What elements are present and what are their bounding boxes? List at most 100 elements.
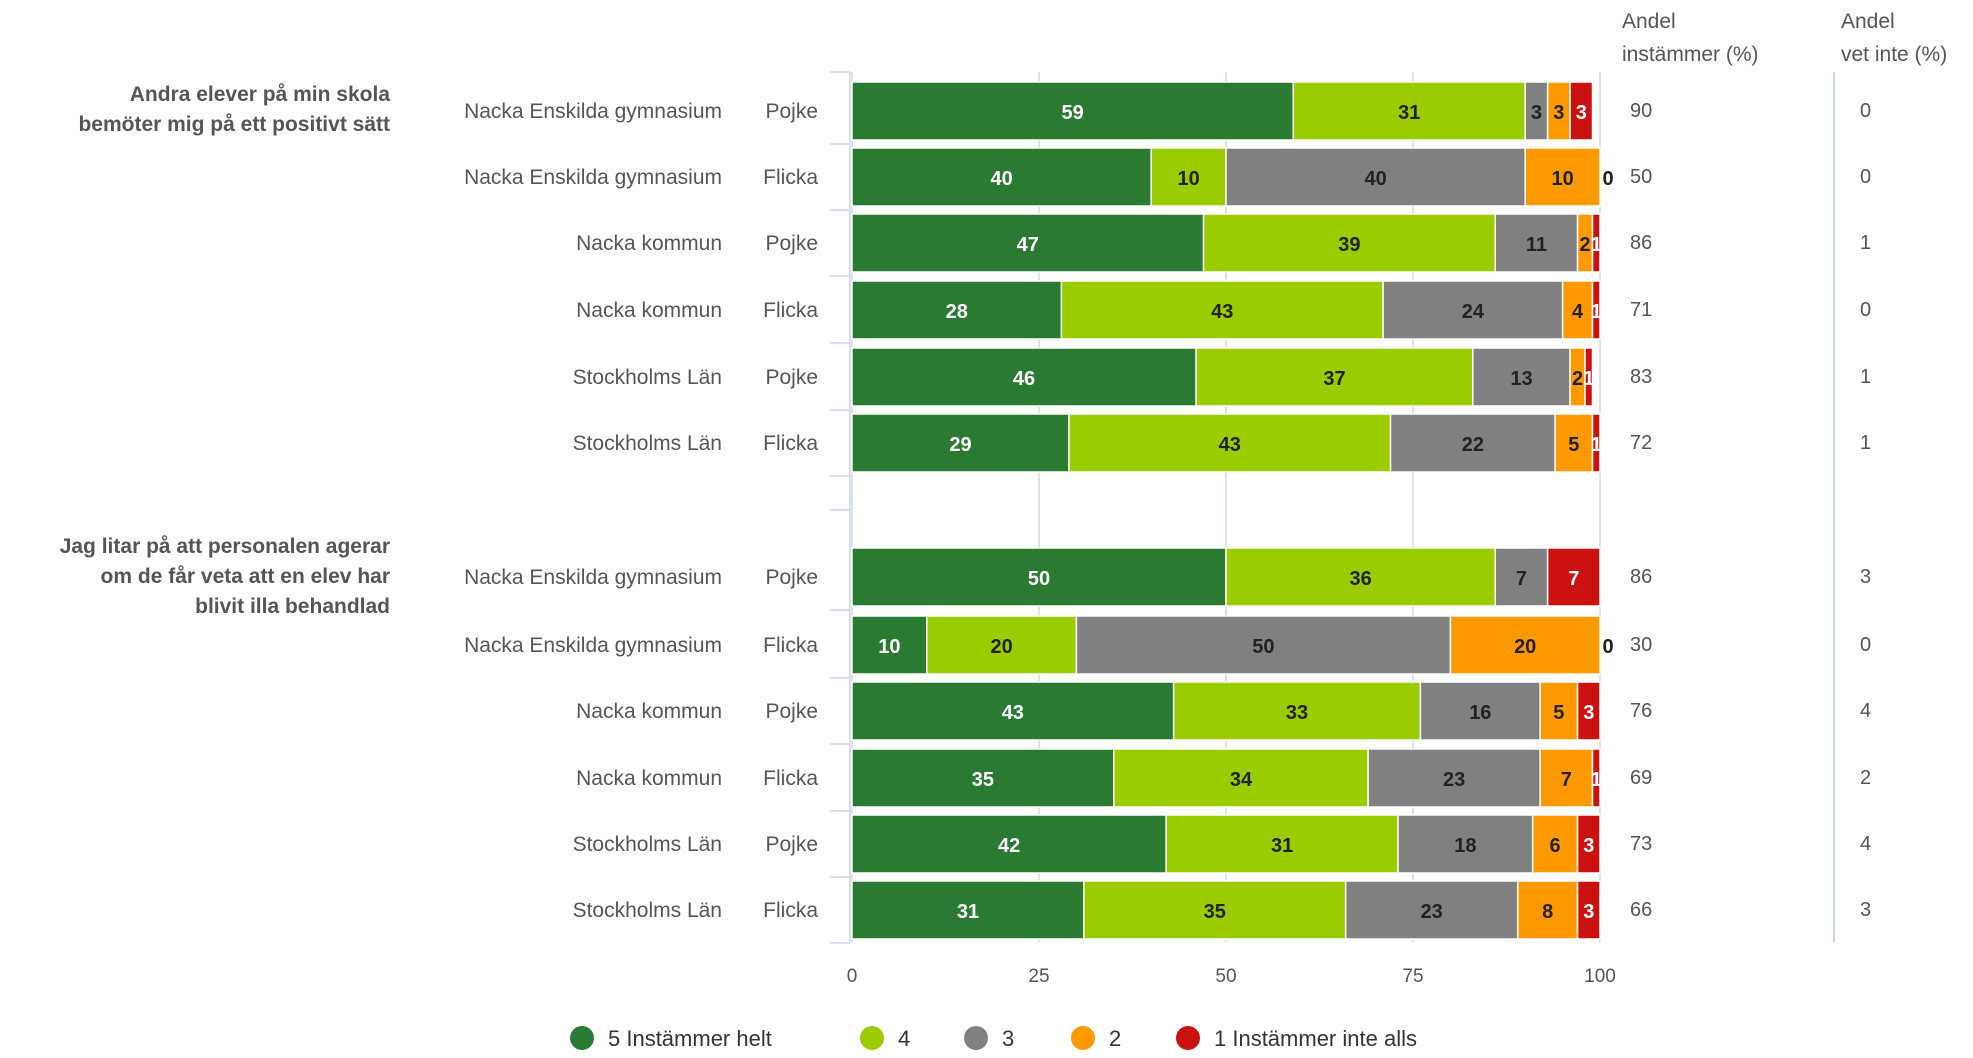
legend-item[interactable]: 1 Instämmer inte alls [1176,1026,1417,1051]
x-tick-label: 75 [1402,966,1423,987]
bar-segment [1576,681,1601,741]
bar-segment [851,413,1070,473]
bar-segment [1068,413,1392,473]
bar-segment [851,681,1175,741]
bar-value-label: 1 [1591,301,1602,323]
x-axis: 0 25 50 75 100 [847,966,1616,987]
row-unit-label: Nacka kommun [576,299,722,322]
bar-value-label: 20 [990,636,1012,658]
bar-value-label: 6 [1550,835,1561,857]
bar-segment [1419,681,1541,741]
side-columns: Andel instämmer (%) Andel vet inte (%) 90 0 50… [1622,10,1947,921]
row-gender-label: Pojke [765,366,818,389]
legend-item[interactable]: 5 Instämmer helt [570,1026,772,1051]
bar-segment [851,347,1197,407]
dontknow-value: 0 [1860,634,1871,656]
bar-segment [1591,213,1601,273]
row-unit-label: Nacka kommun [576,767,722,790]
bar-value-label: 33 [1286,702,1308,724]
bar-segment [1113,748,1369,808]
dontknow-value: 0 [1860,166,1871,188]
bar-segment [851,213,1205,273]
bar-value-label: 11 [1526,234,1547,256]
bar-segment [1172,681,1422,741]
bar-value-label: 0 [1602,168,1613,190]
x-tick-label: 100 [1584,966,1616,987]
bar-value-label: 34 [1230,769,1253,791]
legend-marker [1176,1026,1200,1050]
bar-value-label: 5 [1553,702,1564,724]
bar-segment [1344,880,1519,940]
bar-value-label: 18 [1454,835,1476,857]
legend-marker [1071,1026,1095,1050]
agree-value: 69 [1630,767,1652,789]
row-gender-label: Flicka [763,634,818,657]
row-unit-label: Nacka Enskilda gymnasium [464,100,722,123]
row-unit-label: Nacka kommun [576,700,722,723]
agree-value: 86 [1630,566,1652,588]
agree-header-line: instämmer (%) [1622,43,1759,66]
bar-value-label: 1 [1591,434,1602,456]
agree-value: 50 [1630,166,1652,188]
row-labels: Andra elever på min skola bemöter mig på … [60,83,819,922]
bar-value-label: 59 [1062,102,1084,124]
x-tick-label: 50 [1215,966,1236,987]
dontknow-value: 4 [1860,833,1871,855]
legend-label: 1 Instämmer inte alls [1214,1026,1417,1051]
bar-segment [1472,347,1571,407]
bar-value-label: 3 [1576,102,1587,124]
bar-value-label: 0 [1602,636,1613,658]
dontknow-value: 2 [1860,767,1871,789]
bar-value-label: 28 [946,301,968,323]
bar-value-label: 43 [1211,301,1233,323]
bar-segment [1165,814,1399,874]
bar-segment [1075,615,1452,675]
row-gender-label: Flicka [763,432,818,455]
agree-value: 71 [1630,299,1652,321]
bar-value-label: 7 [1568,568,1579,590]
bar-value-label: 35 [1204,901,1226,923]
bar-segment [1561,280,1594,340]
bar-value-label: 23 [1421,901,1443,923]
x-tick-label: 0 [847,966,858,987]
bar-value-label: 43 [1002,702,1024,724]
agree-header-line: Andel [1622,10,1676,33]
bar-segment [1531,814,1579,874]
bar-value-label: 29 [949,434,971,456]
dontknow-value: 1 [1860,232,1871,254]
bar-value-label: 39 [1338,234,1360,256]
legend-marker [570,1026,594,1050]
dontknow-value: 4 [1860,700,1871,722]
bar-value-label: 2 [1579,234,1590,256]
bar-value-label: 10 [878,636,900,658]
legend-label: 4 [898,1026,910,1051]
bar-segment [1225,147,1526,207]
legend-item[interactable]: 2 [1071,1026,1121,1051]
bar-segment [851,615,928,675]
bar-value-label: 24 [1462,301,1485,323]
row-unit-label: Nacka Enskilda gymnasium [464,166,722,189]
legend-label: 2 [1109,1026,1121,1051]
question-label: bemöter mig på ett positivt sätt [78,113,390,136]
dontknow-value: 1 [1860,432,1871,454]
bar-value-label: 3 [1583,901,1594,923]
legend-item[interactable]: 3 [964,1026,1014,1051]
bar-segment [851,880,1085,940]
row-unit-label: Stockholms Län [573,899,722,922]
agree-value: 86 [1630,232,1652,254]
bar-value-label: 43 [1219,434,1241,456]
bar-value-label: 7 [1516,568,1527,590]
row-gender-label: Pojke [765,833,818,856]
question-label: blivit illa behandlad [195,595,390,618]
row-gender-label: Flicka [763,899,818,922]
bar-segment [851,147,1152,207]
bar-value-label: 16 [1469,702,1491,724]
bar-value-label: 50 [1252,636,1274,658]
bar-segment [1060,280,1384,340]
bar-segment [851,547,1227,607]
row-gender-label: Flicka [763,166,818,189]
bar-value-label: 3 [1583,835,1594,857]
legend-item[interactable]: 4 [860,1026,910,1051]
bar-value-label: 20 [1514,636,1536,658]
agree-value: 72 [1630,432,1652,454]
